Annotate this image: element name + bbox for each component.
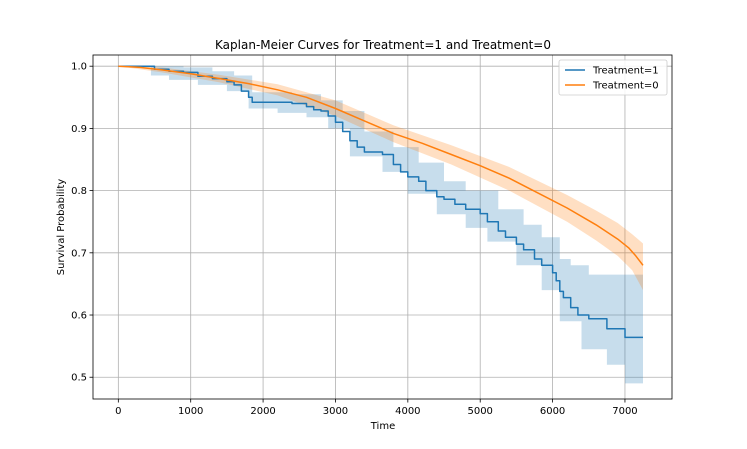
x-tick-label: 5000 (467, 406, 492, 417)
y-axis: 0.5 0.6 0.7 0.8 0.9 1.0 (71, 62, 93, 384)
grid (93, 55, 672, 399)
legend: Treatment=1 Treatment=0 (558, 59, 668, 96)
survival-line-treatment-0 (118, 65, 644, 266)
x-tick-label: 2000 (250, 406, 275, 417)
x-axis-label: Time (370, 421, 395, 432)
x-axis: 0 1000 2000 3000 4000 5000 6000 7000 (115, 399, 638, 417)
x-tick-label: 1000 (178, 406, 203, 417)
survival-lines (118, 65, 644, 339)
y-tick-label: 1.0 (71, 62, 87, 73)
y-tick-label: 0.7 (71, 248, 87, 259)
x-tick-label: 0 (115, 406, 121, 417)
x-tick-label: 7000 (612, 406, 637, 417)
y-tick-label: 0.6 (71, 311, 87, 322)
x-tick-label: 4000 (395, 406, 420, 417)
legend-label-treatment-1: Treatment=1 (592, 66, 659, 77)
plot-frame (92, 54, 673, 400)
x-tick-label: 3000 (323, 406, 348, 417)
x-tick-label: 6000 (540, 406, 565, 417)
y-axis-label: Survival Probability (56, 179, 67, 275)
y-tick-label: 0.9 (71, 124, 87, 135)
survival-line-treatment-1 (118, 65, 643, 339)
confidence-bands (118, 66, 644, 384)
legend-box (558, 59, 668, 96)
ci-band-treatment-1 (118, 66, 644, 384)
y-tick-label: 0.5 (71, 373, 87, 384)
legend-label-treatment-0: Treatment=0 (592, 81, 659, 92)
y-tick-label: 0.8 (71, 186, 87, 197)
chart-title: Kaplan-Meier Curves for Treatment=1 and … (215, 38, 551, 52)
